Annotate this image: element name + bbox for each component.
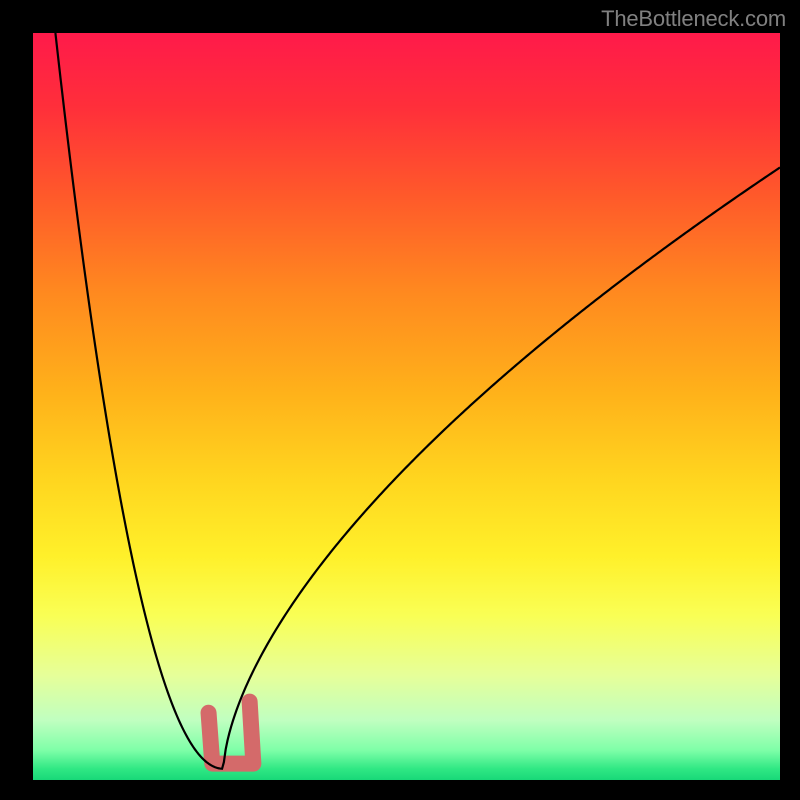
watermark-text: TheBottleneck.com xyxy=(601,6,786,32)
plot-area xyxy=(33,33,780,780)
gradient-background xyxy=(33,33,780,780)
chart-svg xyxy=(33,33,780,780)
